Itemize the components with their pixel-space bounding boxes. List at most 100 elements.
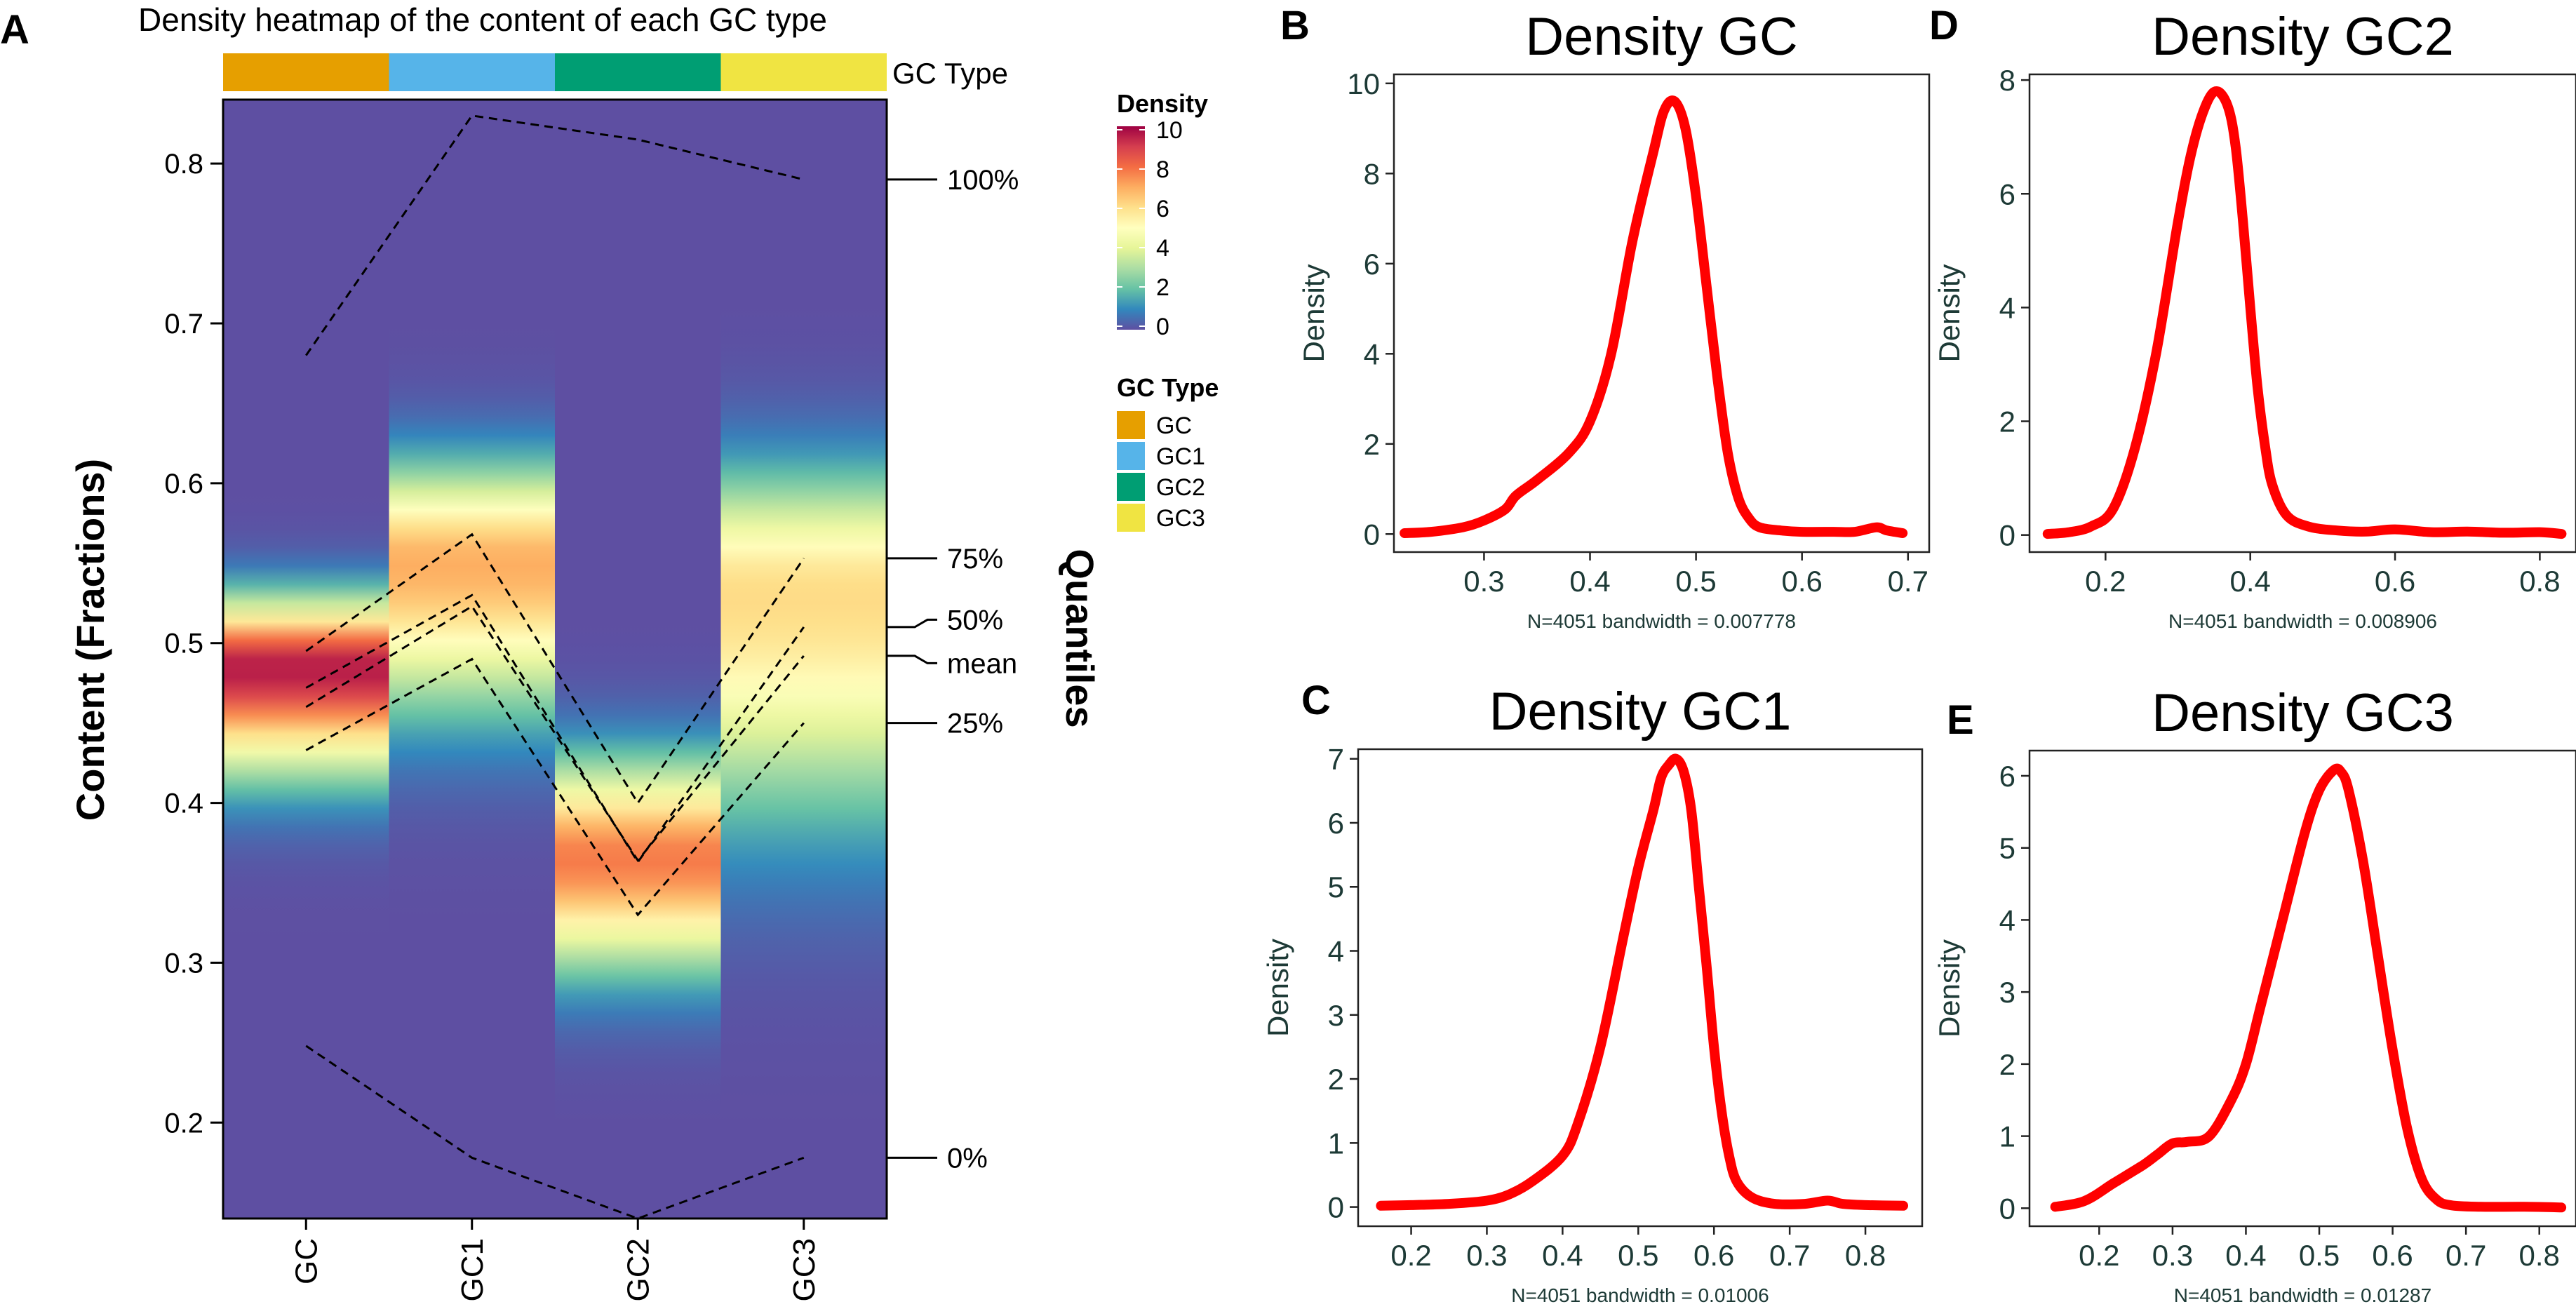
panel-b-title: Density GC — [1525, 7, 1798, 67]
legend-swatch-gc3 — [1117, 504, 1145, 532]
panel-b-y-tick-label: 2 — [1364, 428, 1380, 461]
panel-label-d: D — [1929, 3, 1959, 48]
panel-e-x-label: N=4051 bandwidth = 0.01287 — [2174, 1284, 2431, 1305]
panel-c-density-curve — [1376, 753, 1908, 1211]
panel-c-y-tick-label: 7 — [1328, 743, 1344, 776]
quantile-tick — [887, 654, 937, 664]
gc-type-annotation-bar — [223, 53, 887, 91]
legend-label-gc2: GC2 — [1156, 474, 1205, 501]
panel-e: E Density GC3 0 1 2 3 4 5 6 0.2 0.3 0.4 0.5 0.6 0.7 0.… — [1933, 683, 2576, 1306]
quantile-label: 50% — [947, 605, 1003, 636]
quantile-label: 75% — [947, 544, 1003, 575]
annotation-cell-gc3 — [720, 53, 887, 91]
annotation-cell-gc1 — [389, 53, 555, 91]
heatmap-column-gc — [223, 100, 389, 1219]
panel-e-x-tick-label: 0.2 — [2079, 1239, 2119, 1272]
quantile-label: 25% — [947, 709, 1003, 739]
panel-c-y-label: Density — [1261, 939, 1294, 1037]
panel-b: B Density GC 0 2 4 6 8 10 0.3 0.4 0.5 0.6 0.7 Densit… — [1280, 3, 1931, 632]
panel-label-b: B — [1280, 3, 1310, 48]
panel-d-y-tick-label: 8 — [1999, 64, 2015, 97]
density-legend-tick-label: 8 — [1156, 156, 1169, 183]
panel-b-x-tick-label: 0.7 — [1888, 565, 1928, 598]
panel-c-y-tick-label: 3 — [1328, 999, 1344, 1032]
panel-e-y-tick-label: 0 — [1999, 1192, 2015, 1225]
legend-swatch-gc — [1117, 411, 1145, 439]
panel-d-x-tick-label: 0.2 — [2085, 565, 2126, 598]
legend-swatch-gc1 — [1117, 442, 1145, 470]
panel-e-y-label: Density — [1933, 939, 1966, 1038]
x-category-gc1: GC1 — [455, 1238, 490, 1301]
panel-b-x-tick-label: 0.6 — [1781, 565, 1822, 598]
quantile-label: 0% — [947, 1143, 988, 1174]
panel-b-y-tick-label: 10 — [1347, 67, 1380, 100]
panel-e-x-tick-label: 0.3 — [2152, 1239, 2193, 1272]
y-tick-label: 0.3 — [164, 948, 203, 979]
panel-a: A Density heatmap of the content of each… — [0, 1, 1219, 1301]
quantile-lines — [305, 114, 805, 1219]
panel-c-x-tick-label: 0.5 — [1618, 1239, 1658, 1272]
panel-c-x-tick-label: 0.7 — [1769, 1239, 1810, 1272]
density-legend-tick-label: 0 — [1156, 314, 1169, 340]
heatmap-title: Density heatmap of the content of each G… — [138, 1, 827, 38]
panel-c-y-tick-label: 4 — [1328, 935, 1344, 968]
heatmap-column-gc3 — [720, 100, 887, 1219]
panel-c-x-tick-label: 0.8 — [1845, 1239, 1886, 1272]
panel-e-y-tick-label: 3 — [1999, 976, 2015, 1009]
density-legend-title: Density — [1117, 89, 1208, 118]
panel-c-y-tick-label: 2 — [1328, 1063, 1344, 1096]
panel-e-x-tick-label: 0.4 — [2225, 1239, 2266, 1272]
y-tick-label: 0.5 — [164, 629, 203, 659]
panel-b-y-label: Density — [1297, 264, 1330, 362]
heatmap-y-label: Content (Fractions) — [68, 459, 112, 821]
quantile-line-50pct — [305, 593, 805, 864]
panel-b-x-tick-label: 0.3 — [1463, 565, 1504, 598]
quantiles-axis-label: Quantiles — [1058, 549, 1102, 727]
heatmap-frame — [222, 98, 888, 1220]
panel-e-frame — [2028, 749, 2576, 1228]
panel-e-x-tick-label: 0.7 — [2446, 1239, 2486, 1272]
density-color-bar — [1117, 126, 1145, 330]
panel-d-x-tick-label: 0.8 — [2519, 565, 2560, 598]
x-category-gc2: GC2 — [621, 1238, 655, 1301]
panel-b-x-tick-label: 0.4 — [1569, 565, 1610, 598]
y-tick-label: 0.4 — [164, 788, 203, 819]
density-legend: Density 10 8 6 4 2 0 — [1117, 89, 1208, 340]
panel-b-x-label: N=4051 bandwidth = 0.007778 — [1527, 610, 1796, 632]
panel-b-x-tick-label: 0.5 — [1675, 565, 1716, 598]
panel-c-y-tick-label: 0 — [1328, 1191, 1344, 1224]
x-category-gc: GC — [289, 1238, 323, 1284]
panel-e-title: Density GC3 — [2152, 683, 2454, 743]
panel-b-y-tick-label: 0 — [1364, 518, 1380, 551]
legend-label-gc: GC — [1156, 412, 1192, 439]
heatmap-body — [223, 100, 887, 1219]
panel-d-title: Density GC2 — [2152, 7, 2454, 67]
quantile-line-25pct — [305, 657, 805, 917]
density-legend-tick-label: 2 — [1156, 274, 1169, 301]
panel-c: C Density GC1 0 1 2 3 4 5 6 7 0.2 0.3 0.4 0.5 0.6 0.7 0… — [1261, 678, 1924, 1306]
panel-b-density-curve — [1400, 95, 1908, 538]
panel-d: D Density GC2 0 2 4 6 8 0.2 0.4 0.6 0.8 Density N=4… — [1929, 3, 2576, 632]
heatmap-column-gc2 — [555, 100, 721, 1219]
panel-e-y-tick-label: 1 — [1999, 1120, 2015, 1153]
panel-e-x-tick-label: 0.5 — [2299, 1239, 2340, 1272]
y-tick-label: 0.2 — [164, 1108, 203, 1139]
panel-d-x-tick-label: 0.4 — [2230, 565, 2271, 598]
gc-type-legend-title: GC Type — [1117, 373, 1219, 402]
gc-type-legend: GC Type GC GC1 GC2 GC3 — [1117, 373, 1219, 532]
panel-e-y-tick-label: 6 — [1999, 760, 2015, 793]
panel-label-a: A — [0, 7, 29, 53]
quantile-tick — [887, 618, 937, 629]
quantile-line-75pct — [305, 532, 805, 805]
y-tick-label: 0.7 — [164, 309, 203, 340]
panel-label-e: E — [1947, 697, 1974, 743]
quantile-label: mean — [947, 648, 1017, 679]
panel-d-y-label: Density — [1933, 264, 1966, 362]
annotation-cell-gc2 — [555, 53, 721, 91]
panel-d-y-tick-label: 0 — [1999, 519, 2015, 552]
panel-c-x-tick-label: 0.2 — [1390, 1239, 1431, 1272]
panel-c-frame — [1357, 748, 1924, 1228]
panel-c-x-label: N=4051 bandwidth = 0.01006 — [1511, 1284, 1769, 1305]
density-legend-tick-label: 4 — [1156, 235, 1169, 262]
